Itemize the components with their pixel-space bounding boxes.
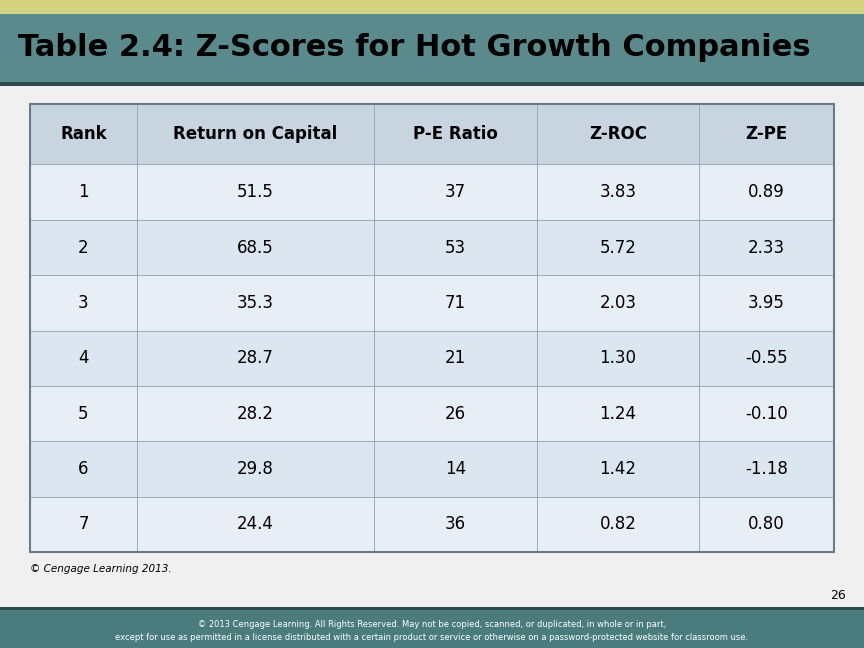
Text: 35.3: 35.3: [237, 294, 274, 312]
Bar: [0, 607, 864, 610]
Text: 71: 71: [445, 294, 466, 312]
Bar: [30, 496, 137, 552]
Text: 5.72: 5.72: [600, 238, 636, 257]
Bar: [374, 165, 537, 220]
Text: 3.83: 3.83: [600, 183, 637, 201]
Bar: [374, 275, 537, 330]
Bar: [374, 330, 537, 386]
Text: 1.42: 1.42: [600, 460, 637, 478]
Bar: [374, 496, 537, 552]
Text: 1: 1: [78, 183, 89, 201]
Bar: [537, 275, 699, 330]
Bar: [699, 496, 834, 552]
Bar: [374, 220, 537, 275]
Bar: [30, 386, 137, 441]
Text: © Cengage Learning 2013.: © Cengage Learning 2013.: [30, 564, 172, 574]
Text: © 2013 Cengage Learning. All Rights Reserved. May not be copied, scanned, or dup: © 2013 Cengage Learning. All Rights Rese…: [198, 620, 666, 629]
Text: 26: 26: [445, 404, 466, 422]
Text: 7: 7: [79, 515, 89, 533]
Bar: [137, 104, 374, 165]
Bar: [137, 330, 374, 386]
Text: -0.10: -0.10: [746, 404, 788, 422]
Bar: [30, 165, 137, 220]
Bar: [0, 610, 864, 648]
Text: 51.5: 51.5: [237, 183, 274, 201]
Bar: [30, 441, 137, 496]
Bar: [699, 330, 834, 386]
Bar: [537, 330, 699, 386]
Bar: [699, 275, 834, 330]
Text: 0.80: 0.80: [748, 515, 785, 533]
Bar: [699, 386, 834, 441]
Bar: [699, 220, 834, 275]
Text: Rank: Rank: [60, 125, 107, 143]
Bar: [0, 82, 864, 86]
Bar: [374, 386, 537, 441]
Text: 26: 26: [830, 589, 846, 602]
Bar: [537, 104, 699, 165]
Bar: [0, 0, 864, 14]
Text: -1.18: -1.18: [745, 460, 788, 478]
Text: 5: 5: [79, 404, 89, 422]
Text: 53: 53: [445, 238, 466, 257]
Bar: [137, 496, 374, 552]
Text: 14: 14: [445, 460, 466, 478]
Bar: [537, 220, 699, 275]
Bar: [537, 165, 699, 220]
Text: 1.30: 1.30: [600, 349, 637, 367]
Text: Z-PE: Z-PE: [746, 125, 788, 143]
Bar: [30, 275, 137, 330]
Text: 2.33: 2.33: [748, 238, 785, 257]
Bar: [30, 104, 137, 165]
Bar: [374, 441, 537, 496]
Text: 21: 21: [445, 349, 466, 367]
Bar: [537, 441, 699, 496]
Bar: [699, 165, 834, 220]
Text: 0.82: 0.82: [600, 515, 636, 533]
Bar: [0, 14, 864, 82]
Bar: [537, 496, 699, 552]
Text: except for use as permitted in a license distributed with a certain product or s: except for use as permitted in a license…: [116, 633, 748, 642]
Text: 6: 6: [79, 460, 89, 478]
Text: 24.4: 24.4: [237, 515, 274, 533]
Bar: [537, 386, 699, 441]
Bar: [137, 386, 374, 441]
Text: 0.89: 0.89: [748, 183, 785, 201]
Text: 1.24: 1.24: [600, 404, 637, 422]
Bar: [30, 104, 834, 552]
Bar: [30, 330, 137, 386]
Text: 29.8: 29.8: [237, 460, 274, 478]
Text: P-E Ratio: P-E Ratio: [413, 125, 498, 143]
Bar: [137, 220, 374, 275]
Text: 2: 2: [78, 238, 89, 257]
Text: 4: 4: [79, 349, 89, 367]
Text: 28.2: 28.2: [237, 404, 274, 422]
Text: Table 2.4: Z-Scores for Hot Growth Companies: Table 2.4: Z-Scores for Hot Growth Compa…: [18, 34, 810, 62]
Text: Return on Capital: Return on Capital: [174, 125, 338, 143]
Text: 36: 36: [445, 515, 466, 533]
Bar: [699, 104, 834, 165]
Bar: [137, 275, 374, 330]
Text: 28.7: 28.7: [237, 349, 274, 367]
Text: 68.5: 68.5: [237, 238, 274, 257]
Bar: [699, 441, 834, 496]
Bar: [137, 165, 374, 220]
Bar: [137, 441, 374, 496]
Text: Z-ROC: Z-ROC: [589, 125, 647, 143]
Text: 3: 3: [78, 294, 89, 312]
Text: 2.03: 2.03: [600, 294, 637, 312]
Text: -0.55: -0.55: [746, 349, 788, 367]
Bar: [374, 104, 537, 165]
Text: 3.95: 3.95: [748, 294, 785, 312]
Text: 37: 37: [445, 183, 466, 201]
Bar: [30, 220, 137, 275]
